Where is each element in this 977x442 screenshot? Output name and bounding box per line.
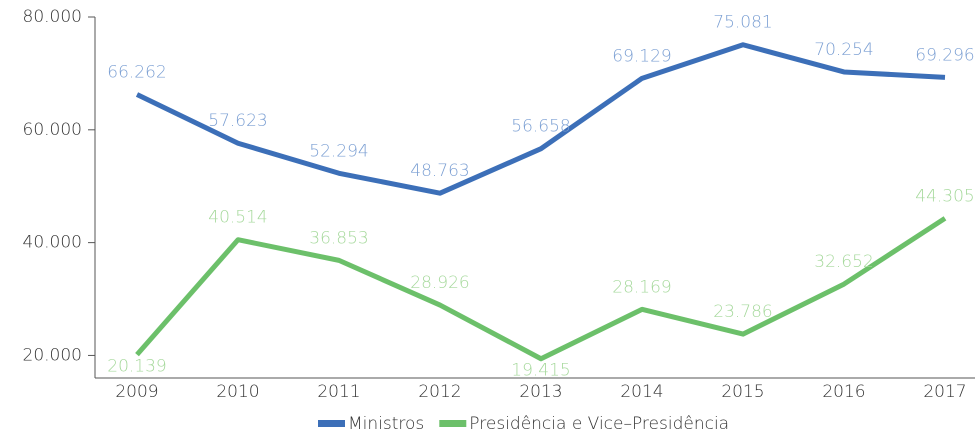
legend-swatch (439, 420, 467, 427)
data-label: 23.786 (713, 302, 772, 322)
x-tick-label: 2016 (822, 382, 865, 402)
legend-swatch (318, 420, 345, 427)
data-label: 36.853 (309, 228, 368, 248)
y-tick-label: 80.000 (23, 7, 82, 27)
data-label: 44.305 (915, 186, 974, 206)
x-tick-label: 2015 (721, 382, 764, 402)
y-tick-label: 60.000 (23, 120, 82, 140)
data-label: 52.294 (309, 141, 368, 161)
data-label: 69.296 (915, 45, 974, 65)
data-label: 19.415 (511, 361, 570, 381)
legend-label: Presidência e Vice–Presidência (469, 414, 729, 434)
data-label: 69.129 (612, 46, 671, 66)
y-tick-label: 20.000 (23, 345, 82, 365)
series-line (135, 42, 946, 196)
series-line (135, 216, 947, 362)
data-label: 66.262 (107, 62, 166, 82)
data-label: 70.254 (814, 40, 873, 60)
data-label: 32.652 (814, 252, 873, 272)
y-tick-label: 40.000 (23, 233, 82, 253)
data-label: 40.514 (208, 208, 267, 228)
x-tick-label: 2010 (216, 382, 259, 402)
x-tick-label: 2009 (115, 382, 158, 402)
x-tick-label: 2012 (418, 382, 461, 402)
data-label: 57.623 (208, 111, 267, 131)
x-tick-label: 2011 (317, 382, 360, 402)
x-tick-label: 2014 (620, 382, 663, 402)
data-label: 28.926 (410, 273, 469, 293)
legend-label: Ministros (348, 414, 424, 434)
data-label: 20.139 (107, 357, 166, 377)
x-tick-label: 2017 (923, 382, 966, 402)
data-label: 28.169 (612, 277, 671, 297)
data-label: 56.658 (511, 117, 570, 137)
data-label: 75.081 (713, 13, 772, 33)
x-tick-label: 2013 (519, 382, 562, 402)
data-label: 48.763 (410, 161, 469, 181)
